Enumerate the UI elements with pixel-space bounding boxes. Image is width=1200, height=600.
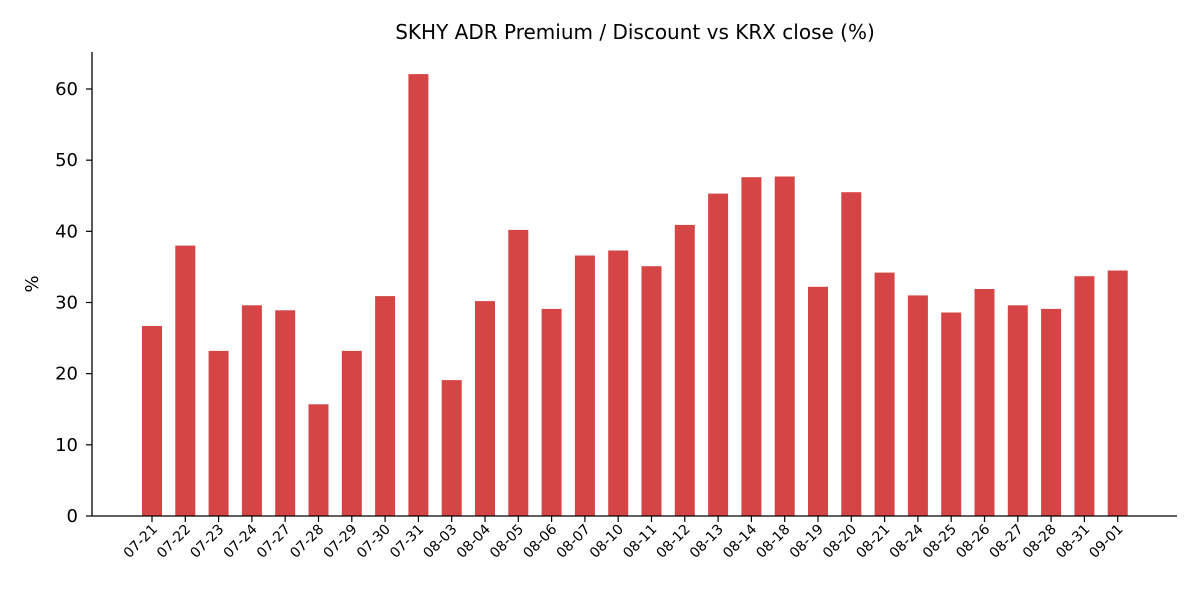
x-tick-label: 08-04	[454, 521, 494, 561]
x-tick-label: 07-31	[387, 522, 427, 562]
y-tick-label: 0	[67, 506, 78, 527]
x-tick-label: 07-22	[154, 522, 194, 562]
bar-07-27	[275, 310, 296, 516]
chart-title: SKHY ADR Premium / Discount vs KRX close…	[395, 20, 875, 44]
x-tick-label: 08-06	[520, 521, 560, 561]
bar-07-22	[175, 245, 196, 516]
bar-08-18	[774, 176, 795, 516]
bar-07-28	[308, 404, 329, 516]
x-tick-label: 08-11	[620, 522, 660, 562]
x-tick-label: 08-07	[554, 522, 594, 562]
x-tick-label: 08-05	[487, 522, 527, 562]
bar-08-04	[475, 301, 495, 516]
bar-08-19	[808, 286, 828, 516]
y-axis-ticks: 0 10 20 30 40 50 60	[55, 79, 92, 527]
x-tick-label: 07-28	[287, 522, 327, 562]
x-tick-label: 08-03	[420, 522, 460, 562]
bar-08-28	[1041, 308, 1062, 516]
y-tick-label: 20	[55, 364, 78, 385]
bar-08-13	[708, 193, 729, 516]
bar-08-25	[941, 312, 962, 516]
bar-08-26	[974, 289, 995, 516]
y-tick-label: 30	[55, 293, 78, 314]
bar-08-03	[441, 380, 462, 516]
x-tick-label: 08-19	[787, 522, 827, 562]
bar-08-12	[674, 224, 695, 516]
bar-08-31	[1074, 276, 1095, 516]
x-tick-label: 08-26	[953, 521, 993, 561]
x-tick-label: 07-29	[321, 522, 361, 562]
x-tick-label: 08-25	[920, 522, 960, 562]
y-tick-label: 60	[55, 79, 78, 100]
x-tick-label: 08-20	[820, 522, 860, 562]
bar-07-30	[375, 296, 396, 516]
y-tick-label: 10	[55, 435, 78, 456]
x-tick-label: 07-21	[121, 522, 161, 562]
x-tick-label: 08-27	[987, 522, 1027, 562]
bar-07-31	[408, 74, 429, 516]
x-tick-label: 07-24	[221, 521, 261, 561]
bar-07-29	[341, 350, 362, 516]
bars	[142, 74, 1128, 516]
x-tick-label: 08-28	[1020, 522, 1060, 562]
x-tick-label: 08-18	[753, 522, 793, 562]
bar-08-11	[641, 266, 662, 516]
bar-07-24	[241, 305, 262, 516]
bar-08-05	[508, 229, 529, 516]
x-tick-label: 09-01	[1086, 522, 1126, 562]
x-tick-label: 07-27	[254, 522, 294, 562]
bar-08-14	[741, 177, 762, 516]
x-tick-label: 08-12	[654, 522, 694, 562]
x-axis-ticks: 07-2107-2207-2307-2407-2707-2807-2907-30…	[121, 516, 1127, 562]
y-tick-label: 50	[55, 150, 78, 171]
x-tick-label: 08-14	[720, 521, 760, 561]
bar-08-20	[841, 192, 862, 516]
bar-08-06	[541, 308, 562, 516]
bar-08-10	[608, 250, 629, 516]
bar-09-01	[1107, 270, 1128, 516]
x-tick-label: 07-30	[354, 522, 394, 562]
bar-08-27	[1007, 305, 1028, 516]
bar-08-24	[907, 295, 928, 516]
x-tick-label: 08-24	[887, 521, 927, 561]
x-tick-label: 08-31	[1053, 522, 1093, 562]
y-tick-label: 40	[55, 221, 78, 242]
bar-07-23	[208, 350, 229, 516]
y-axis-label: %	[22, 275, 43, 292]
bar-08-07	[574, 255, 595, 516]
x-tick-label: 07-23	[187, 522, 227, 562]
x-tick-label: 08-13	[687, 522, 727, 562]
x-tick-label: 08-21	[853, 522, 893, 562]
bar-08-21	[874, 272, 895, 516]
x-tick-label: 08-10	[587, 522, 627, 562]
bar-07-21	[142, 326, 162, 516]
